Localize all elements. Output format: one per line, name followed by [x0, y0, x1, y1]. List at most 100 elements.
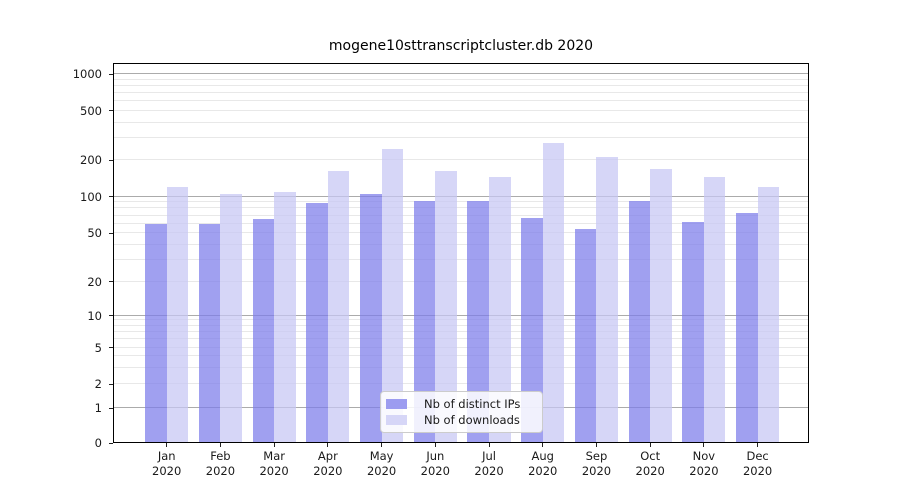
bar-distinct-ips-mar — [252, 219, 275, 443]
legend-swatch-downloads — [386, 415, 407, 426]
legend-swatch-distinct-ips — [386, 398, 407, 409]
y-tick-label: 1000 — [72, 67, 102, 81]
bar-downloads-apr — [327, 170, 350, 443]
gridline-minor — [113, 244, 809, 246]
bar-distinct-ips-nov — [682, 221, 704, 443]
bar-downloads-jan — [166, 187, 189, 443]
legend-item-downloads: Nb of downloads — [386, 413, 536, 427]
y-tick-mark — [109, 73, 113, 75]
gridline-minor — [113, 214, 809, 216]
x-tick-mark — [327, 443, 329, 447]
x-tick-label: Dec 2020 — [742, 449, 773, 478]
bar-downloads-nov — [703, 177, 726, 443]
y-tick-label: 10 — [87, 308, 102, 323]
bar-distinct-ips-sep — [574, 229, 597, 443]
x-tick-mark — [488, 443, 490, 447]
bar-distinct-ips-aug — [521, 217, 543, 443]
y-tick-label: 20 — [87, 274, 102, 289]
bar-distinct-ips-dec — [736, 212, 758, 443]
gridline-minor — [113, 346, 809, 348]
gridline-minor — [113, 159, 809, 160]
legend-label-downloads: Nb of downloads — [424, 413, 520, 428]
bar-downloads-mar — [274, 192, 296, 443]
x-tick-label: Apr 2020 — [313, 449, 343, 478]
y-tick-mark — [109, 347, 113, 348]
bar-distinct-ips-oct — [628, 200, 651, 443]
bar-downloads-sep — [596, 156, 619, 443]
x-tick-label: Oct 2020 — [635, 449, 665, 478]
bar-downloads-dec — [757, 187, 780, 443]
y-tick-mark — [109, 110, 113, 112]
gridline-minor — [113, 330, 809, 332]
bar-downloads-oct — [650, 168, 672, 443]
y-tick-mark — [109, 407, 113, 409]
y-tick-mark — [109, 232, 113, 234]
x-tick-mark — [757, 443, 759, 447]
gridline-minor — [113, 338, 809, 340]
gridline-major — [113, 195, 809, 197]
y-tick-label: 5 — [94, 340, 102, 355]
y-tick-label: 50 — [87, 226, 102, 241]
x-tick-label: Jun 2020 — [420, 449, 450, 478]
y-tick-label: 2 — [94, 377, 102, 391]
x-tick-mark — [219, 443, 221, 447]
y-tick-mark — [109, 196, 113, 198]
gridline-major — [113, 314, 809, 316]
legend-item-distinct-ips: Nb of distinct IPs — [386, 397, 536, 411]
gridline-minor — [113, 366, 809, 368]
x-tick-label: Nov 2020 — [689, 449, 719, 478]
gridline-minor — [113, 280, 809, 282]
gridline-minor — [113, 319, 809, 321]
y-tick-label: 0 — [94, 436, 102, 450]
x-tick-label: Sep 2020 — [581, 449, 612, 478]
bar-downloads-aug — [542, 142, 565, 443]
bar-downloads-may — [381, 148, 404, 443]
x-tick-label: May 2020 — [366, 449, 397, 478]
y-tick-label: 100 — [80, 189, 102, 204]
x-tick-mark — [649, 443, 651, 447]
plot-area — [113, 63, 809, 443]
gridline-minor — [113, 383, 809, 384]
legend: Nb of distinct IPs Nb of downloads — [380, 391, 543, 433]
x-tick-mark — [595, 443, 597, 447]
bar-downloads-jun — [435, 170, 457, 443]
y-tick-label: 500 — [80, 103, 102, 118]
gridline-minor — [113, 259, 809, 261]
bar-distinct-ips-jun — [413, 200, 436, 443]
x-tick-mark — [434, 443, 436, 447]
x-tick-mark — [166, 443, 168, 447]
x-tick-mark — [542, 443, 544, 447]
gridline-minor — [113, 121, 809, 123]
gridline-minor — [113, 78, 809, 80]
bar-distinct-ips-jul — [467, 200, 489, 443]
x-tick-label: Mar 2020 — [259, 449, 289, 478]
y-tick-mark — [109, 159, 113, 161]
x-tick-label: Feb 2020 — [205, 449, 236, 478]
y-tick-label: 200 — [80, 153, 102, 167]
x-tick-mark — [273, 443, 275, 447]
x-tick-label: Aug 2020 — [528, 449, 558, 478]
bar-distinct-ips-jan — [145, 223, 167, 443]
gridline-minor — [113, 232, 809, 234]
bar-downloads-feb — [220, 194, 242, 443]
gridline-minor — [113, 324, 809, 326]
x-tick-label: Jan 2020 — [152, 449, 182, 478]
y-tick-mark — [109, 442, 113, 444]
gridline-minor — [113, 207, 809, 209]
legend-label-distinct-ips: Nb of distinct IPs — [424, 396, 521, 411]
y-tick-mark — [109, 383, 113, 385]
gridline-minor — [113, 137, 809, 139]
gridline-minor — [113, 201, 809, 203]
bar-downloads-jul — [489, 177, 511, 443]
y-tick-mark — [109, 281, 113, 283]
gridline-minor — [113, 222, 809, 224]
y-tick-mark — [109, 315, 113, 316]
x-tick-label: Jul 2020 — [474, 449, 504, 478]
bar-distinct-ips-may — [359, 193, 382, 443]
gridline-minor — [113, 84, 809, 86]
gridline-major — [113, 73, 809, 74]
gridline-minor — [113, 355, 809, 357]
bar-distinct-ips-apr — [306, 202, 328, 443]
bar-distinct-ips-feb — [198, 223, 221, 443]
